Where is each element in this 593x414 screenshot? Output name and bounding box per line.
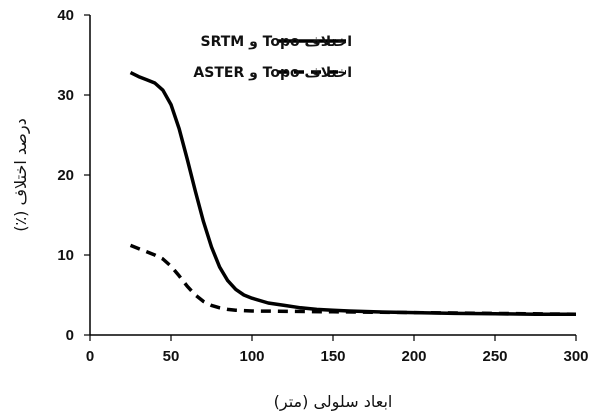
series-line-srtm bbox=[129, 71, 576, 316]
y-axis-title: درصد اختلاف (٪) bbox=[11, 118, 31, 231]
legend-label-1: اختلاف Topo و ASTER bbox=[193, 65, 352, 81]
x-tick-label: 100 bbox=[239, 348, 264, 365]
y-tick-label: 20 bbox=[57, 167, 74, 184]
axes-group: 0 50 100 150 200 250 300 0 10 20 30 40 bbox=[57, 7, 588, 365]
series-group bbox=[129, 71, 577, 316]
x-tick-label: 0 bbox=[86, 348, 94, 365]
x-axis-title: ابعاد سلولی (متر) bbox=[274, 392, 393, 412]
x-tick-label: 50 bbox=[163, 348, 180, 365]
y-tick-label: 10 bbox=[57, 247, 74, 264]
x-tick-label: 250 bbox=[482, 348, 507, 365]
x-tick-label: 150 bbox=[320, 348, 345, 365]
series-line-aster bbox=[129, 243, 577, 316]
x-tick-label: 200 bbox=[401, 348, 426, 365]
y-tick-label: 30 bbox=[57, 87, 74, 104]
y-tick-label: 0 bbox=[66, 327, 74, 344]
y-tick-label: 40 bbox=[57, 7, 74, 24]
x-tick-label: 300 bbox=[563, 348, 588, 365]
legend: اختلاف Topo و SRTM اختلاف Topo و ASTER bbox=[193, 34, 352, 81]
legend-label-0: اختلاف Topo و SRTM bbox=[201, 34, 353, 50]
